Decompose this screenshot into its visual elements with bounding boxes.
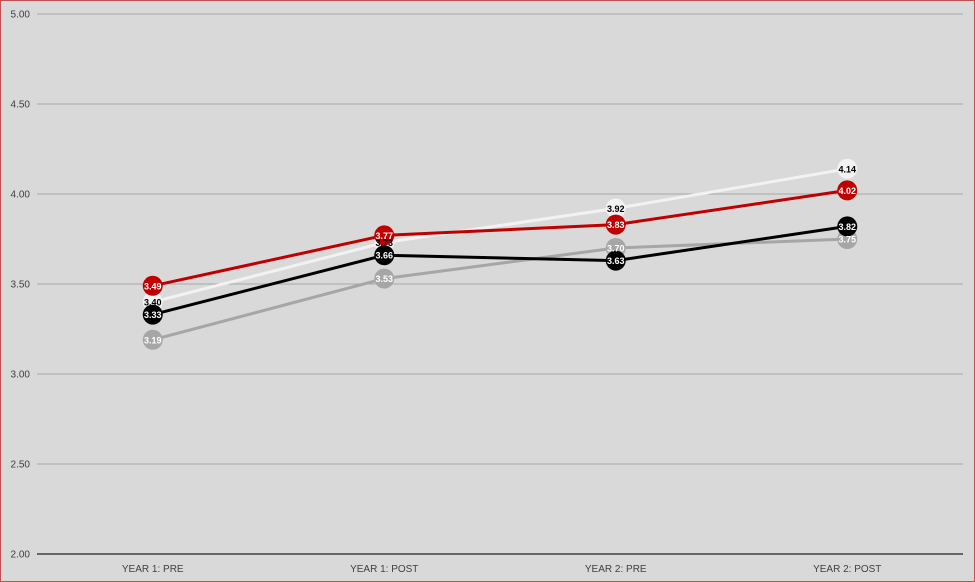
data-point-marker bbox=[142, 304, 163, 325]
y-tick-label: 2.50 bbox=[11, 460, 31, 471]
data-label: 3.82 bbox=[838, 222, 856, 232]
x-tick-label: YEAR 2: POST bbox=[813, 564, 881, 575]
data-point-marker bbox=[374, 268, 395, 289]
data-label: 3.53 bbox=[375, 274, 393, 284]
data-label: 4.02 bbox=[838, 186, 856, 196]
data-label: 3.77 bbox=[375, 231, 393, 241]
data-point-marker bbox=[374, 225, 395, 246]
series-line-2 bbox=[152, 188, 848, 288]
y-tick-label: 3.50 bbox=[11, 280, 31, 291]
data-label: 4.14 bbox=[838, 164, 856, 174]
data-label: 3.92 bbox=[607, 204, 625, 214]
data-point-marker bbox=[142, 275, 163, 296]
series-line-1 bbox=[152, 167, 848, 304]
data-point-marker bbox=[142, 329, 163, 350]
data-label: 3.49 bbox=[144, 281, 162, 291]
data-point-marker bbox=[374, 245, 395, 266]
data-label: 3.83 bbox=[607, 220, 625, 230]
y-tick-label: 2.00 bbox=[11, 550, 31, 561]
x-tick-label: YEAR 1: POST bbox=[350, 564, 418, 575]
data-point-marker bbox=[605, 198, 626, 219]
data-point-marker bbox=[605, 250, 626, 271]
data-label: 3.66 bbox=[375, 251, 393, 261]
data-label: 3.70 bbox=[607, 244, 625, 254]
x-tick-label: YEAR 2: PRE bbox=[585, 564, 647, 575]
data-point-marker bbox=[605, 214, 626, 235]
data-label: 3.40 bbox=[144, 298, 162, 308]
data-label: 3.75 bbox=[838, 235, 856, 245]
y-tick-label: 4.50 bbox=[11, 100, 31, 111]
data-label: 3.63 bbox=[607, 256, 625, 266]
data-label: 3.73 bbox=[375, 238, 393, 248]
y-tick-label: 5.00 bbox=[11, 10, 31, 21]
y-tick-label: 3.00 bbox=[11, 370, 31, 381]
data-point-marker bbox=[837, 158, 858, 179]
data-point-marker bbox=[837, 180, 858, 201]
data-label: 3.19 bbox=[144, 335, 162, 345]
series-line-3 bbox=[152, 224, 848, 317]
data-label: 3.33 bbox=[144, 310, 162, 320]
y-tick-label: 4.00 bbox=[11, 190, 31, 201]
data-point-marker bbox=[837, 216, 858, 237]
x-tick-label: YEAR 1: PRE bbox=[122, 564, 184, 575]
